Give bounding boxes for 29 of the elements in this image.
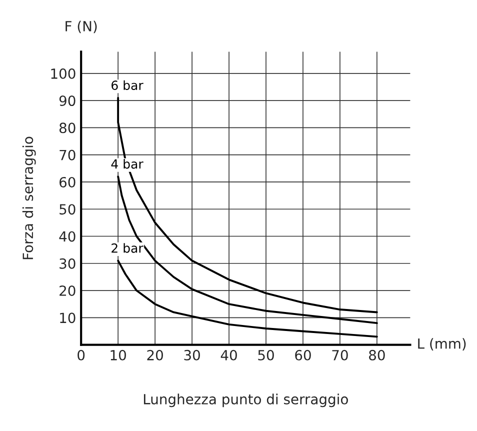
x-tick-label: 0 [78,350,85,360]
text: L (mm) [418,338,466,350]
y-tick-label: 40 [59,231,76,242]
y-tick-label: 100 [51,68,76,79]
series-label: 6 bar [112,80,144,90]
y-tick-label: 70 [60,150,76,160]
x-tick-label: 40 [220,350,237,360]
line-series [117,96,378,314]
x-tick-label: 50 [258,350,274,360]
series-label: 4 bar [111,159,144,169]
y-tick-label: 30 [60,258,76,269]
y-tick-label: 60 [60,176,76,188]
line-series [117,176,378,324]
text: F (N) [66,20,97,34]
y-tick-label: 10 [60,312,76,324]
y-axis-title: Forza di serraggio [22,136,36,260]
y-tick-label: 90 [59,96,76,106]
line-series [117,260,378,338]
x-tick-label: 70 [332,350,348,360]
y-tick-label: 50 [60,204,76,215]
y-tick-label: 20 [60,285,76,296]
x-tick-label: 60 [295,350,311,360]
series-label: 2 bar [112,243,144,253]
y-tick-label: 80 [59,122,76,134]
x-axis-title: Lunghezza punto di serraggio [144,394,348,408]
x-tick-label: 80 [369,350,385,360]
x-tick-label: 30 [184,350,200,360]
x-tick-label: 20 [147,350,163,360]
x-tick-label: 10 [110,350,126,360]
